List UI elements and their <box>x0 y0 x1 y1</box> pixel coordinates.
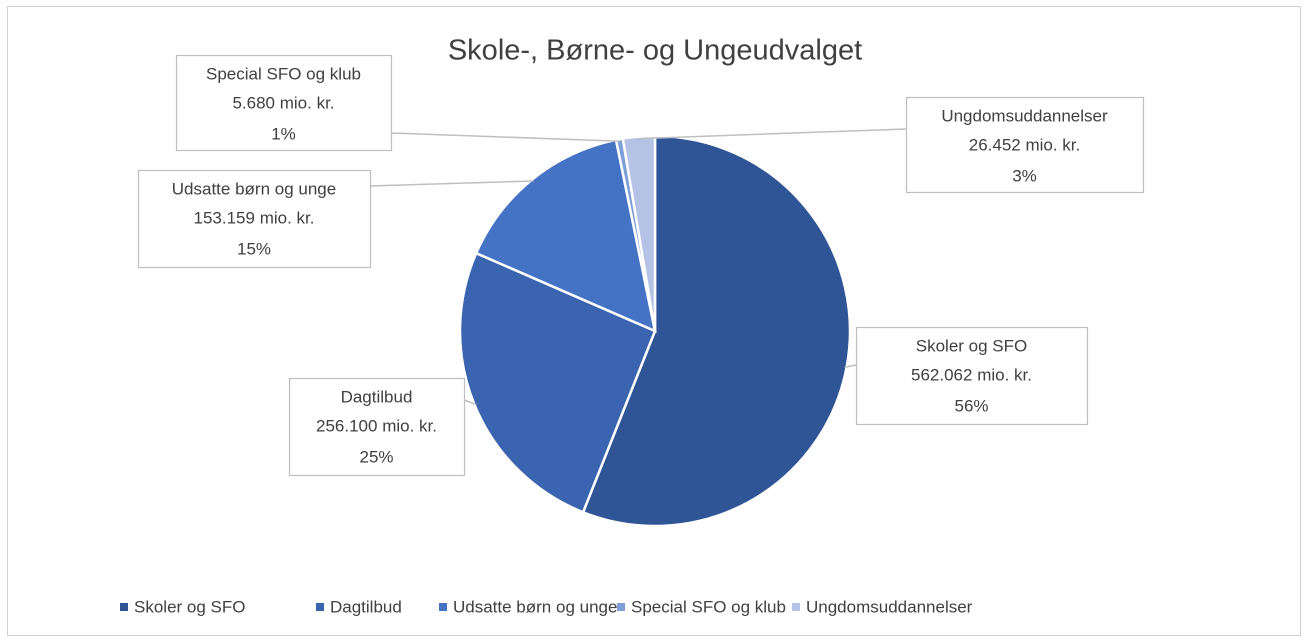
data-label-value: 26.452 mio. kr. <box>969 135 1081 154</box>
legend-label: Udsatte børn og unge <box>453 597 617 616</box>
leader-line <box>369 180 534 187</box>
leader-line <box>639 128 907 140</box>
pie-slice <box>458 251 657 514</box>
data-label-percent: 3% <box>1012 166 1037 185</box>
data-label-name: Udsatte børn og unge <box>172 179 336 198</box>
data-label-percent: 56% <box>954 396 988 415</box>
legend-swatch <box>617 603 625 611</box>
data-label-name: Skoler og SFO <box>916 336 1028 355</box>
data-label-name: Dagtilbud <box>341 387 413 406</box>
data-label-percent: 25% <box>359 447 393 466</box>
legend-swatch <box>316 603 324 611</box>
callout-box <box>175 54 393 152</box>
legend-label: Dagtilbud <box>330 597 402 616</box>
data-label-value: 562.062 mio. kr. <box>911 365 1032 384</box>
callout-box <box>288 377 466 477</box>
pie-slice <box>621 134 657 332</box>
data-label-percent: 1% <box>271 124 296 143</box>
callout-box <box>855 326 1089 426</box>
data-label-name: Special SFO og klub <box>206 64 361 83</box>
legend-label: Special SFO og klub <box>631 597 786 616</box>
callout-box <box>905 96 1145 194</box>
leader-line <box>463 399 477 406</box>
data-label-value: 256.100 mio. kr. <box>316 416 437 435</box>
legend-swatch <box>439 603 447 611</box>
legend-swatch <box>792 603 800 611</box>
data-label-percent: 15% <box>237 239 271 258</box>
data-label-value: 5.680 mio. kr. <box>232 93 334 112</box>
data-label-name: Ungdomsuddannelser <box>941 106 1108 125</box>
chart-title: Skole-, Børne- og Ungeudvalget <box>448 35 862 67</box>
legend-label: Skoler og SFO <box>134 597 246 616</box>
leader-line <box>390 132 620 142</box>
data-label-value: 153.159 mio. kr. <box>194 208 315 227</box>
leader-line <box>844 364 857 368</box>
legend-swatch <box>120 603 128 611</box>
pie-slice <box>474 138 657 334</box>
callout-box <box>137 169 372 269</box>
legend-label: Ungdomsuddannelser <box>806 597 973 616</box>
